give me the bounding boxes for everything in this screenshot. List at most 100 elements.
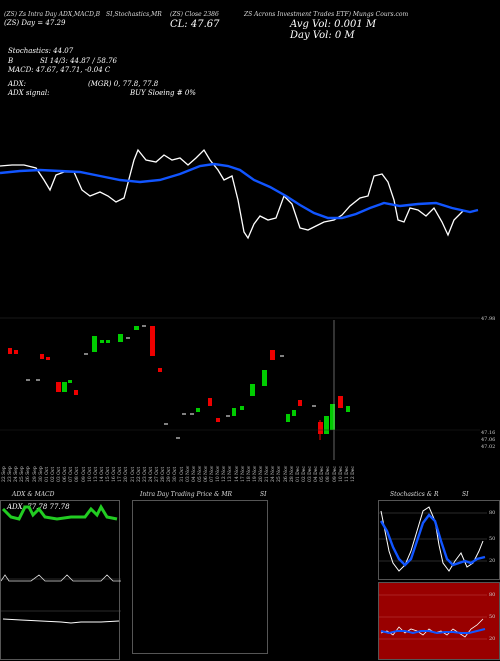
moving-average-line — [0, 162, 479, 220]
date-label: 28 Nov — [289, 465, 295, 482]
date-label: 10 Nov — [216, 465, 222, 482]
date-label: 02 Oct — [50, 466, 56, 482]
date-label: 31 Oct — [179, 466, 185, 482]
header-left-2: (ZS) Day = 47.29 — [4, 19, 66, 27]
date-label: 14 Oct — [99, 466, 105, 482]
adx-svg — [1, 503, 121, 624]
header-left-1: (ZS) Zs Intra Day ADX,MACD,B — [4, 11, 101, 18]
stochastics-panel: 80 50 20 — [378, 500, 500, 580]
candle — [106, 340, 110, 343]
candle — [318, 422, 323, 434]
candle — [62, 382, 67, 392]
date-label: 07 Nov — [210, 465, 216, 482]
date-label: 10 Oct — [87, 466, 93, 482]
adx-values: (MGR) 0, 77.8, 77.8 — [88, 80, 159, 88]
candle — [74, 390, 78, 395]
date-label: 09 Dec — [332, 466, 338, 482]
date-label: 26 Nov — [283, 465, 289, 482]
date-label: 19 Nov — [252, 465, 258, 482]
candle — [298, 400, 302, 406]
candle — [250, 384, 255, 396]
date-label: 03 Dec — [308, 466, 314, 482]
header-center-2: (ZS) Close 2386 — [170, 11, 219, 18]
date-label: 20 Nov — [259, 465, 265, 482]
date-label: 26 Sep — [26, 466, 32, 482]
date-label: 10 Dec — [338, 466, 344, 482]
intra-day-panel — [132, 500, 268, 654]
stoch-panel-title: Stochastics & R — [390, 491, 439, 498]
candle — [286, 414, 290, 422]
date-label: 24 Sep — [14, 466, 20, 482]
date-label: 08 Dec — [326, 466, 332, 482]
date-label: 04 Dec — [314, 466, 320, 482]
candle — [8, 348, 12, 354]
candle — [292, 410, 296, 416]
date-label: 24 Oct — [148, 466, 154, 482]
adx-panel-title: ADX & MACD — [12, 491, 55, 498]
stoch-tick-50: 50 — [489, 536, 496, 542]
si-tick-20: 20 — [489, 636, 496, 642]
date-label: 15 Oct — [106, 466, 112, 482]
candle — [196, 408, 200, 412]
price-label-low2: 47.06 — [481, 437, 496, 443]
price-label-top: 47.98 — [481, 316, 496, 322]
date-label: 05 Dec — [320, 466, 326, 482]
date-label: 25 Nov — [277, 465, 283, 482]
price-line — [0, 148, 465, 240]
price-label-low3: 47.02 — [481, 444, 496, 450]
si-svg — [379, 594, 487, 640]
date-label: 11 Dec — [344, 466, 350, 482]
date-label: 29 Sep — [32, 466, 38, 482]
date-label: 13 Nov — [228, 465, 234, 482]
date-label: 22 Sep — [2, 466, 7, 482]
stoch-panel-si: SI — [462, 491, 469, 498]
candle — [216, 418, 220, 422]
date-label: 03 Nov — [185, 465, 191, 482]
avg-volume: Avg Vol: 0.001 M — [290, 19, 377, 30]
candle — [56, 382, 61, 392]
buy-signal: BUY Sloeing # 0% — [130, 89, 196, 97]
candle — [68, 380, 72, 383]
date-label: 29 Oct — [167, 466, 173, 482]
si-tick-80: 80 — [489, 592, 496, 598]
date-label: 24 Nov — [271, 465, 277, 482]
candle — [324, 416, 329, 434]
date-label: 12 Nov — [222, 465, 228, 482]
date-label: 06 Nov — [203, 465, 209, 482]
date-label: 14 Nov — [234, 465, 240, 482]
candle — [134, 326, 139, 330]
date-label: 28 Oct — [161, 466, 167, 482]
date-label: 20 Oct — [124, 466, 130, 482]
header-center-1: SI,Stochastics,MR — [106, 11, 162, 18]
date-label: 23 Oct — [142, 466, 148, 482]
date-label: 01 Oct — [44, 466, 50, 482]
date-label: 22 Oct — [136, 466, 142, 482]
adx-panel: ADX: 77.78 77.78 — [0, 500, 121, 660]
price-label-low1: 47.16 — [481, 430, 496, 436]
date-label: 01 Dec — [295, 466, 301, 482]
candles — [8, 325, 350, 440]
date-label: 04 Nov — [191, 465, 197, 482]
stoch-tick-80: 80 — [489, 510, 496, 516]
si-tick-50: 50 — [489, 614, 496, 620]
candle — [118, 334, 123, 342]
date-label: 30 Sep — [38, 466, 44, 482]
candle — [232, 408, 236, 416]
macd-value: MACD: 47.67, 47.71, -0.04 C — [8, 66, 111, 74]
candle — [270, 350, 275, 360]
intra-panel-title: Intra Day Trading Price & MR — [140, 491, 233, 498]
intra-panel-si: SI — [260, 491, 267, 498]
date-label: 03 Oct — [57, 466, 63, 482]
stoch-svg — [379, 506, 487, 572]
candle — [150, 326, 155, 356]
date-label: 02 Dec — [301, 466, 307, 482]
date-label: 05 Nov — [197, 465, 203, 482]
adx-panel-values: ADX: 77.78 77.78 — [7, 503, 70, 511]
date-label: 12 Dec — [350, 466, 356, 482]
header-right-1: ZS Acrons Investment Trades ETF) Mungs C… — [244, 11, 409, 18]
date-label: 09 Oct — [81, 466, 87, 482]
candle — [240, 406, 244, 410]
date-label: 21 Oct — [130, 466, 136, 482]
candle — [330, 404, 335, 430]
